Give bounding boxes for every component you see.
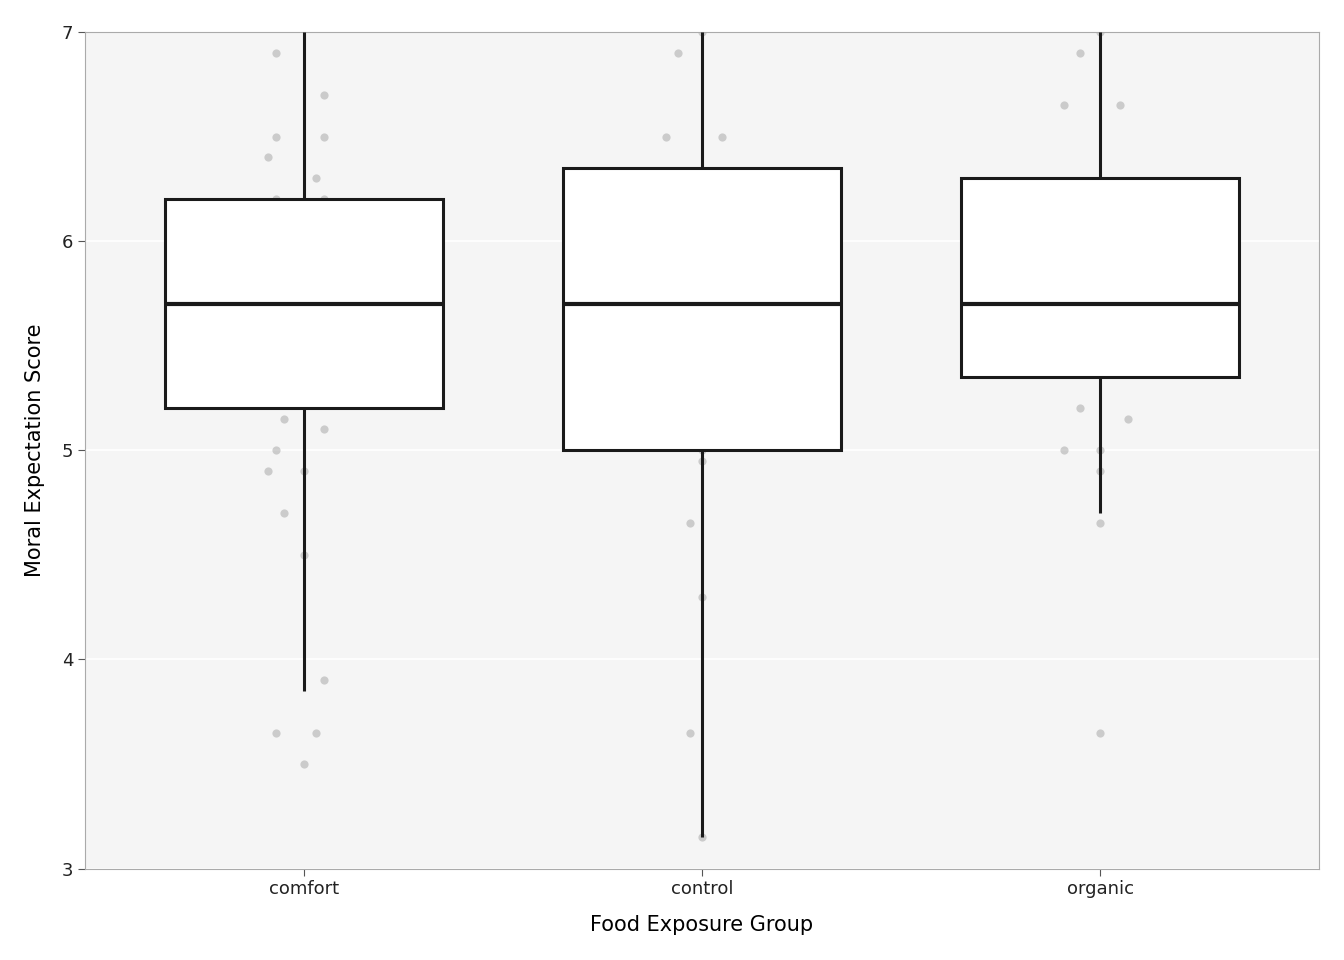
Point [1089,297,1110,312]
Point [313,421,335,437]
Point [1062,265,1083,280]
Point [257,370,278,385]
Point [265,192,286,207]
Point [656,171,677,186]
Point [691,453,712,468]
Point [711,233,732,249]
Point [1117,327,1138,343]
Bar [563,168,841,450]
Point [341,233,363,249]
Point [313,265,335,280]
Point [1054,98,1075,113]
Point [1078,233,1099,249]
Point [265,265,286,280]
Point [1089,24,1110,39]
Point [1117,411,1138,426]
Point [1109,265,1130,280]
Point [679,516,700,531]
Point [691,443,712,458]
Point [711,348,732,364]
Point [305,725,327,740]
Bar [961,179,1239,377]
Point [257,150,278,165]
Point [1089,516,1110,531]
Point [1070,45,1091,60]
Point [727,411,749,426]
Point [691,589,712,605]
Point [313,192,335,207]
Point [265,443,286,458]
Point [691,24,712,39]
Point [1070,400,1091,416]
Point [265,129,286,144]
Point [679,265,700,280]
Point [313,87,335,103]
Point [293,756,314,772]
Point [257,233,278,249]
Point [1109,98,1130,113]
Point [664,297,685,312]
Point [1089,464,1110,479]
Point [313,673,335,688]
Point [1089,443,1110,458]
Point [711,297,732,312]
Point [727,192,749,207]
Point [305,297,327,312]
Point [656,400,677,416]
Point [329,380,351,396]
Point [691,192,712,207]
Point [293,464,314,479]
Point [293,547,314,563]
Point [293,380,314,396]
X-axis label: Food Exposure Group: Food Exposure Group [590,915,813,935]
Point [1062,359,1083,374]
Point [1109,359,1130,374]
Point [679,725,700,740]
Point [257,464,278,479]
Point [656,129,677,144]
Point [664,223,685,238]
Y-axis label: Moral Expectation Score: Moral Expectation Score [26,324,44,577]
Point [668,45,689,60]
Point [341,212,363,228]
Point [313,338,335,353]
Point [711,129,732,144]
Point [305,171,327,186]
Bar [164,200,444,408]
Point [257,297,278,312]
Point [265,338,286,353]
Point [691,829,712,845]
Point [691,411,712,426]
Point [1054,297,1075,312]
Point [1054,443,1075,458]
Point [313,129,335,144]
Point [273,505,294,520]
Point [1089,725,1110,740]
Point [265,725,286,740]
Point [265,45,286,60]
Point [1070,327,1091,343]
Point [664,338,685,353]
Point [305,233,327,249]
Point [273,411,294,426]
